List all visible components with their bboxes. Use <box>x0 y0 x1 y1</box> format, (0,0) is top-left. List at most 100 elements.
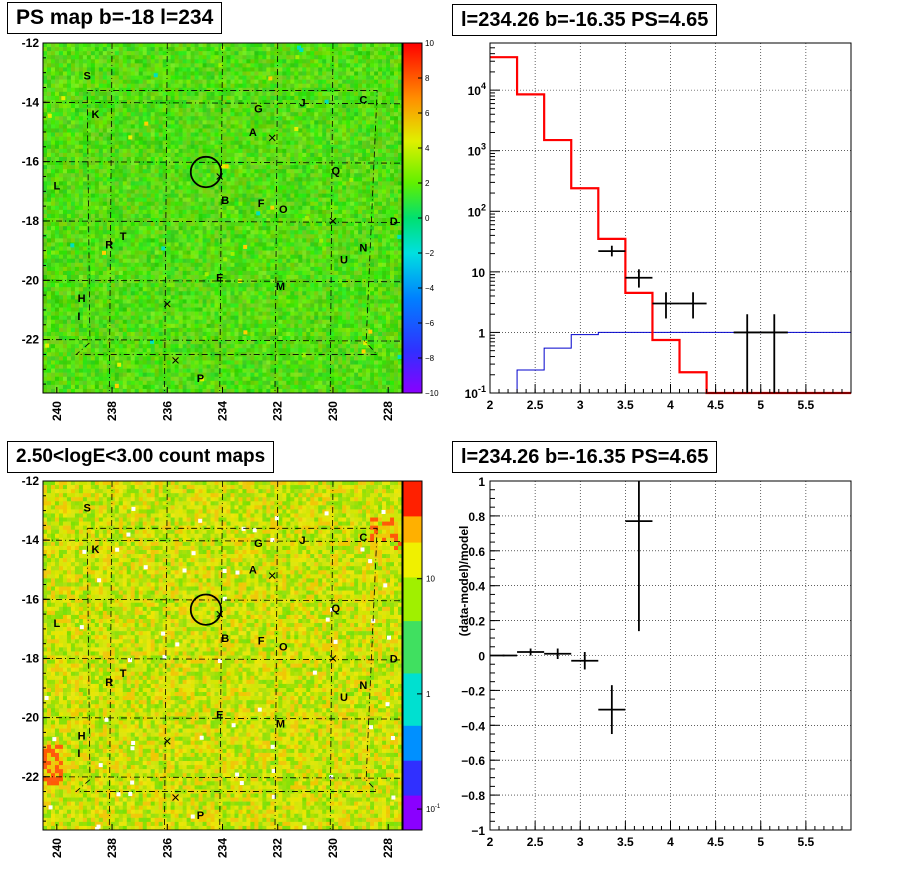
map-pixel <box>166 226 171 231</box>
map-pixel <box>274 242 279 247</box>
map-pixel <box>218 112 223 117</box>
map-pixel <box>262 262 267 268</box>
map-pixel <box>138 51 144 56</box>
map-pixel <box>362 209 367 215</box>
map-pixel <box>86 59 92 64</box>
map-pixel <box>210 181 215 186</box>
map-pixel <box>190 108 195 113</box>
map-pixel <box>286 177 291 182</box>
map-pixel <box>374 234 379 239</box>
map-pixel <box>182 63 187 68</box>
map-pixel <box>54 161 60 166</box>
map-pixel <box>254 136 259 141</box>
map-pixel <box>274 59 279 64</box>
map-pixel <box>138 108 144 113</box>
map-pixel <box>354 258 359 264</box>
map-pixel <box>206 47 211 52</box>
map-pixel <box>110 116 116 121</box>
map-pixel <box>366 173 371 178</box>
map-pixel <box>43 95 48 101</box>
map-pixel <box>314 218 319 223</box>
map-pixel <box>226 99 231 105</box>
map-pixel <box>234 144 239 150</box>
map-pixel <box>82 173 88 178</box>
map-pixel <box>334 59 339 64</box>
map-pixel <box>114 234 120 239</box>
map-pixel <box>174 230 179 235</box>
map-pixel <box>158 234 163 239</box>
map-pixel <box>70 132 76 137</box>
map-pixel <box>258 262 263 268</box>
map-pixel <box>262 173 267 178</box>
map-pixel <box>98 120 104 125</box>
map-pixel <box>50 43 56 48</box>
map-pixel <box>110 250 116 255</box>
map-pixel <box>150 104 155 109</box>
map-pixel <box>46 209 52 215</box>
map-pixel <box>366 124 371 129</box>
map-pixel <box>158 120 163 125</box>
map-pixel <box>366 91 371 97</box>
map-pixel <box>206 136 211 141</box>
map-pixel <box>206 67 211 72</box>
map-pixel <box>258 144 263 150</box>
map-pixel <box>338 197 343 203</box>
map-pixel <box>186 144 191 150</box>
map-pixel <box>214 136 219 141</box>
map-pixel <box>146 181 151 186</box>
map-pixel <box>366 242 371 247</box>
map-pixel <box>98 173 104 178</box>
map-pixel <box>282 209 287 215</box>
map-pixel <box>90 226 96 231</box>
map-pixel <box>270 47 275 52</box>
map-pixel <box>374 238 379 243</box>
map-pixel <box>170 165 175 170</box>
map-pixel <box>282 156 287 162</box>
map-pixel <box>310 87 315 93</box>
map-pixel <box>334 173 339 178</box>
map-pixel <box>254 55 259 60</box>
map-pixel <box>358 152 363 158</box>
map-pixel <box>154 250 159 255</box>
map-pixel <box>74 254 80 259</box>
map-pixel <box>334 238 339 243</box>
map-pixel <box>78 120 84 125</box>
map-pixel <box>334 79 339 84</box>
map-pixel <box>226 177 231 182</box>
map-pixel <box>290 71 295 76</box>
map-pixel <box>134 144 140 150</box>
map-pixel <box>190 209 195 215</box>
map-pixel <box>370 144 375 150</box>
map-pixel <box>398 51 403 56</box>
map-pixel <box>314 67 319 72</box>
map-pixel <box>278 144 283 150</box>
map-pixel <box>170 104 175 109</box>
map-pixel <box>250 209 255 215</box>
map-pixel <box>190 51 195 56</box>
map-pixel <box>234 120 239 125</box>
map-pixel <box>390 156 395 162</box>
map-pixel <box>390 173 395 178</box>
map-pixel <box>302 242 307 247</box>
map-pixel <box>294 152 299 158</box>
map-pixel <box>70 218 76 223</box>
map-pixel <box>350 258 355 264</box>
map-pixel <box>74 43 80 48</box>
map-pixel <box>174 209 179 215</box>
map-pixel <box>270 156 275 162</box>
map-pixel <box>86 43 92 48</box>
map-pixel <box>70 222 76 227</box>
map-pixel <box>138 161 144 166</box>
map-pixel <box>270 108 275 113</box>
map-pixel <box>226 124 231 129</box>
map-pixel <box>282 104 287 109</box>
map-pixel <box>118 140 124 146</box>
map-pixel <box>250 156 255 162</box>
map-pixel <box>178 148 183 154</box>
map-pixel <box>254 226 259 231</box>
map-pixel <box>162 51 167 56</box>
map-pixel <box>286 128 291 133</box>
map-pixel <box>58 95 64 101</box>
map-pixel <box>286 51 291 56</box>
map-pixel <box>130 59 136 64</box>
